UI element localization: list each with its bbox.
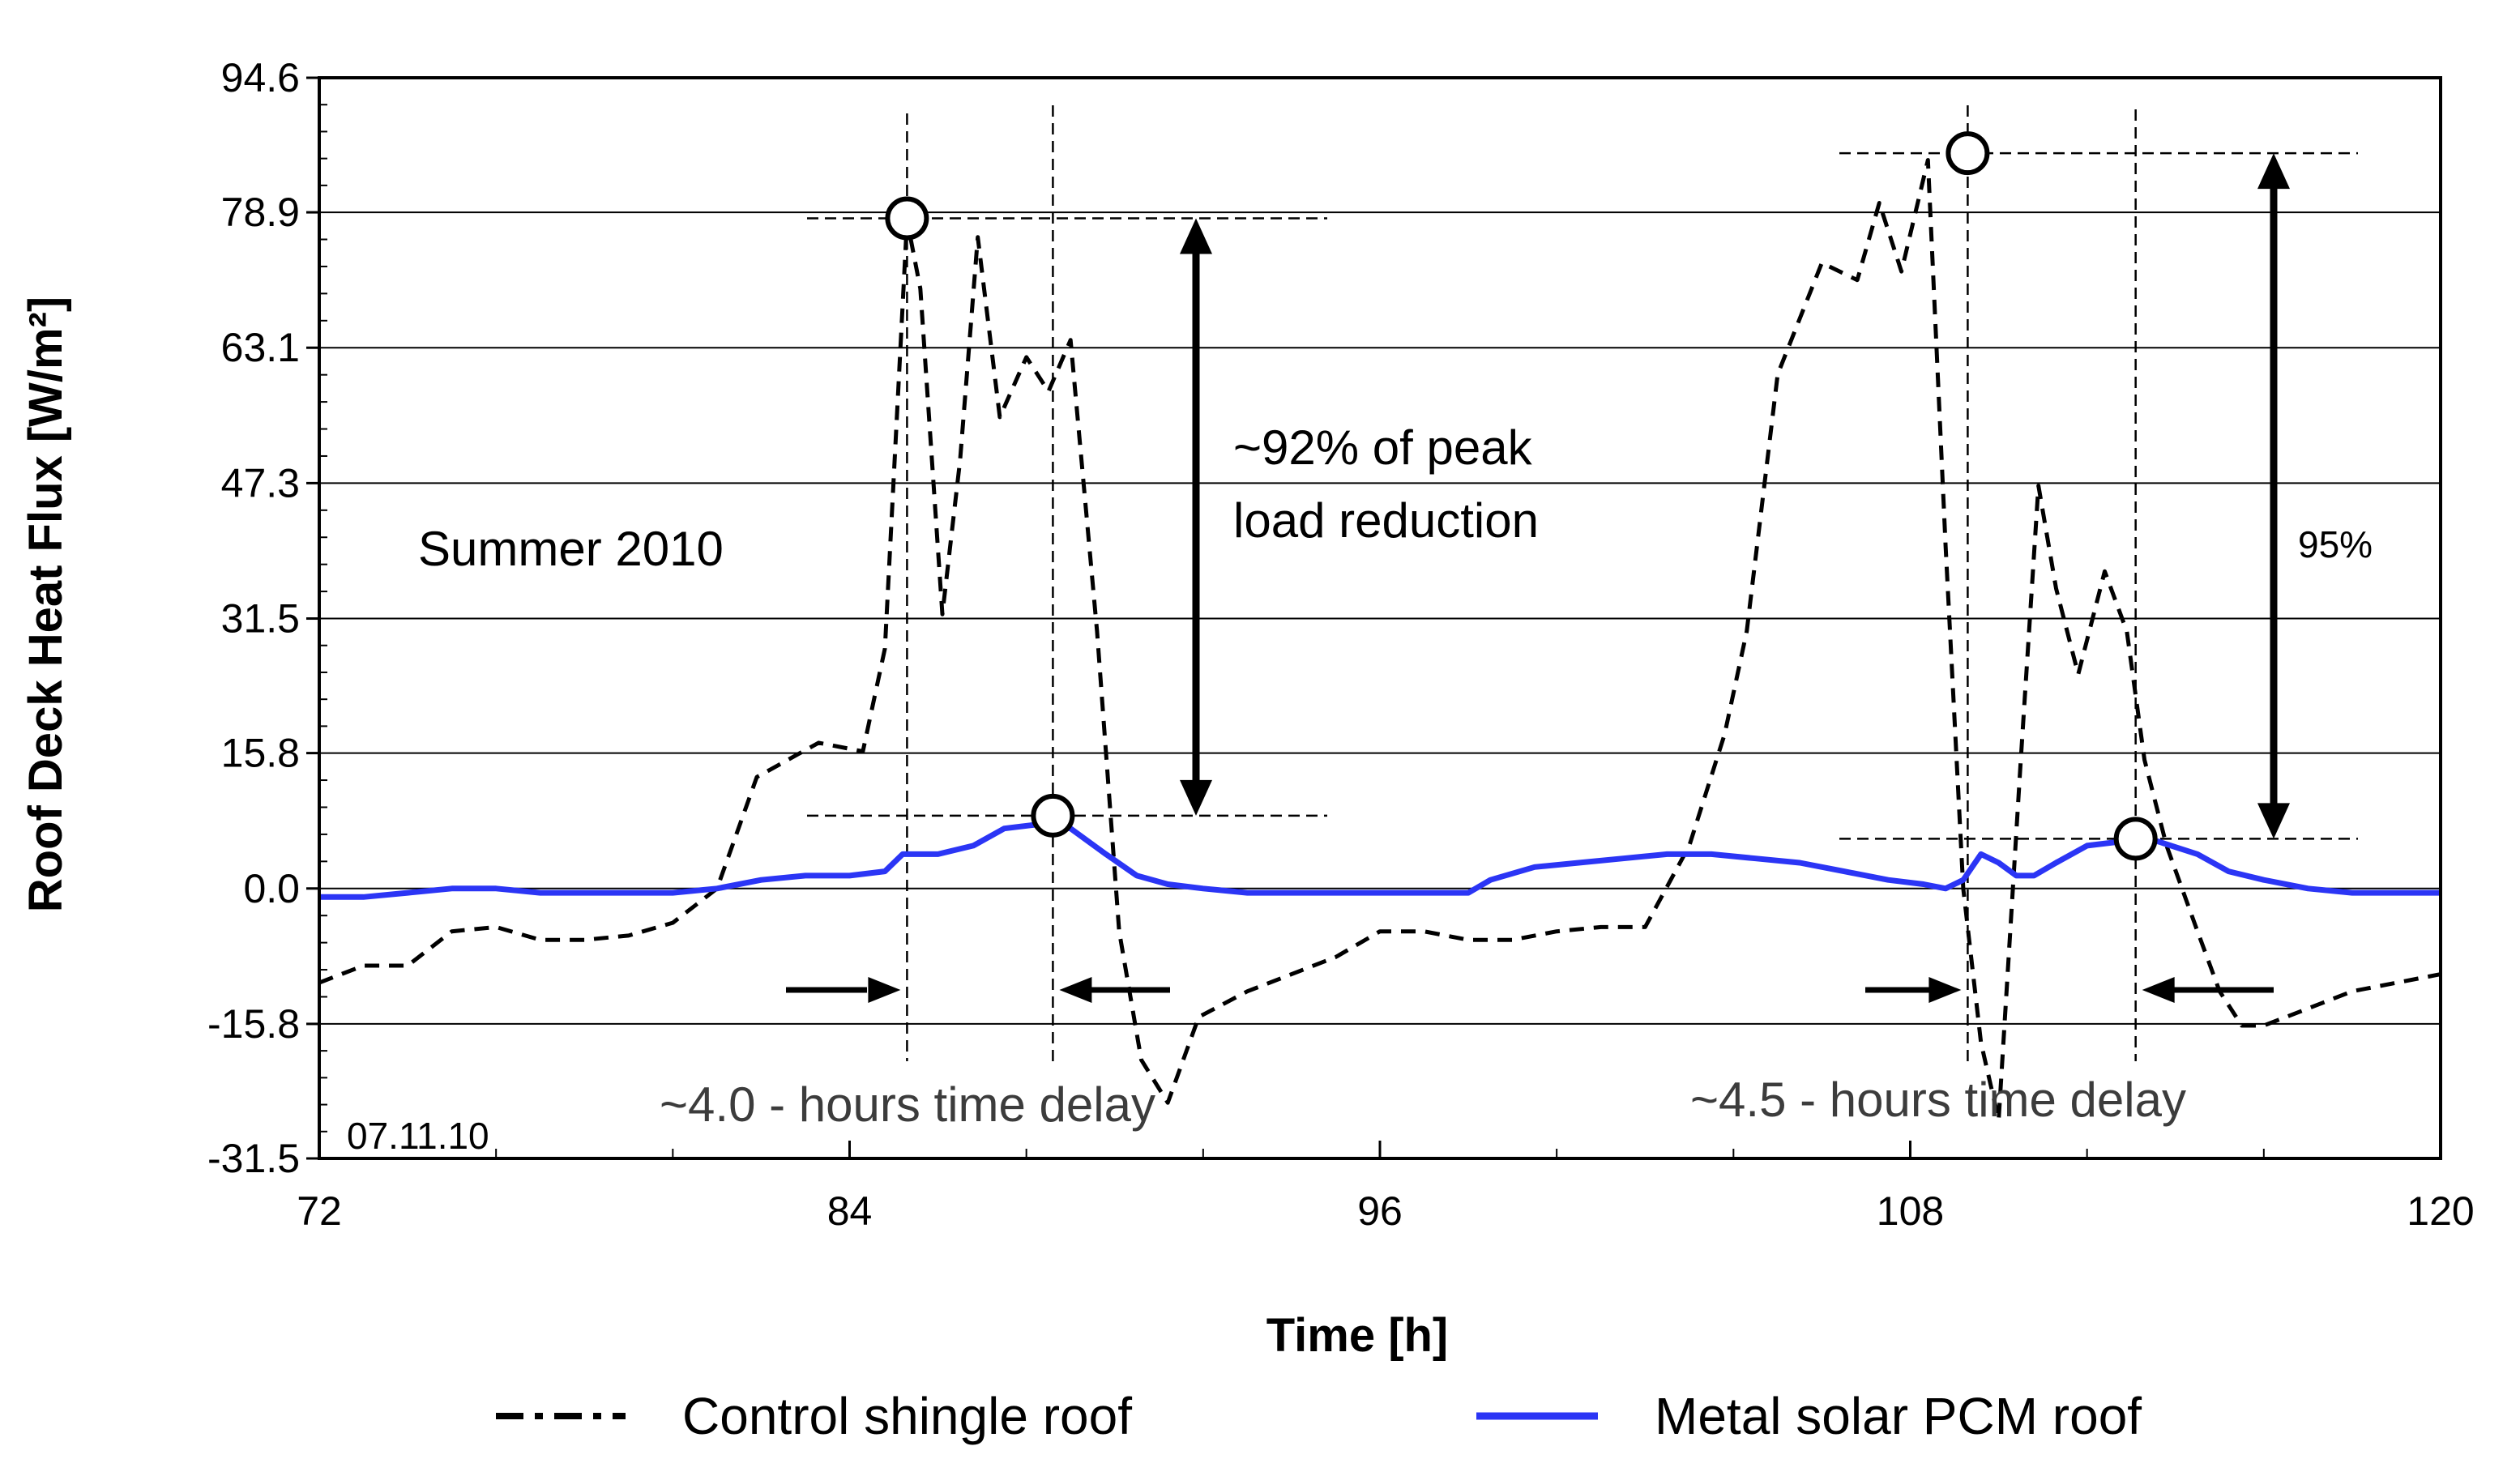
series-metal-solar-pcm-roof — [319, 821, 2441, 900]
y-tick-label: 31.5 — [221, 596, 300, 642]
delay-label-1: ~4.0 - hours time delay — [660, 1077, 1155, 1132]
delay-arrow-2-left-head — [2142, 977, 2175, 1003]
date-label: 07.11.10 — [347, 1115, 489, 1157]
legend: Control shingle roof Metal solar PCM roo… — [496, 1387, 2142, 1445]
y-tick-label: 78.9 — [221, 190, 300, 235]
x-tick-label: 96 — [1357, 1188, 1403, 1234]
reduction-arrow-2-head-down — [2257, 803, 2290, 839]
legend-label-pcm: Metal solar PCM roof — [1655, 1387, 2142, 1445]
peak-marker-3 — [1946, 131, 1990, 176]
y-tick-label: 15.8 — [221, 731, 300, 776]
delay-label-2: ~4.5 - hours time delay — [1690, 1073, 2186, 1127]
delay-arrow-1-right-head — [868, 977, 901, 1003]
gridlines — [319, 211, 2441, 1025]
y-tick-label: -31.5 — [207, 1136, 300, 1181]
annotation-arrows — [786, 153, 2290, 1003]
y-axis-title: Roof Deck Heat Flux [W/m²] — [19, 296, 72, 913]
series-group — [318, 158, 2441, 1122]
delay-arrow-1-left-head — [1059, 977, 1092, 1003]
x-axis-title: Time [h] — [1266, 1309, 1449, 1362]
x-tick-label: 84 — [827, 1188, 873, 1234]
x-tick-label: 72 — [297, 1188, 342, 1234]
y-tick-label: -15.8 — [207, 1001, 300, 1047]
axis-ticks: -31.5 -15.8 0.0 15.8 31.5 47.3 63.1 78.9 94.6 72 8… — [207, 55, 2475, 1234]
peak-marker-2 — [1031, 793, 1075, 838]
y-tick-label: 94.6 — [221, 55, 300, 100]
legend-label-control: Control shingle roof — [682, 1387, 1132, 1445]
reduction-arrow-2-head-up — [2257, 153, 2290, 190]
y-tick-label: 0.0 — [243, 866, 300, 911]
reference-lines — [807, 105, 2358, 1061]
peak-markers — [885, 131, 2158, 861]
reduction-arrow-1-head-up — [1180, 218, 1212, 254]
x-tick-label: 120 — [2407, 1188, 2474, 1234]
peak-marker-1 — [885, 196, 929, 241]
x-tick-label: 108 — [1877, 1188, 1944, 1234]
y-tick-label: 63.1 — [221, 325, 300, 370]
reduction-label-2: 95% — [2298, 523, 2373, 565]
y-tick-label: 47.3 — [221, 460, 300, 506]
delay-arrow-2-right-head — [1928, 977, 1962, 1003]
reduction-label-line2: load reduction — [1233, 493, 1539, 548]
season-label: Summer 2010 — [418, 522, 724, 576]
reduction-arrow-1-head-down — [1180, 779, 1212, 816]
peak-marker-4 — [2113, 817, 2158, 861]
reduction-label-line1: ~92% of peak — [1233, 420, 1533, 475]
series-control-shingle-roof — [318, 158, 2441, 1122]
